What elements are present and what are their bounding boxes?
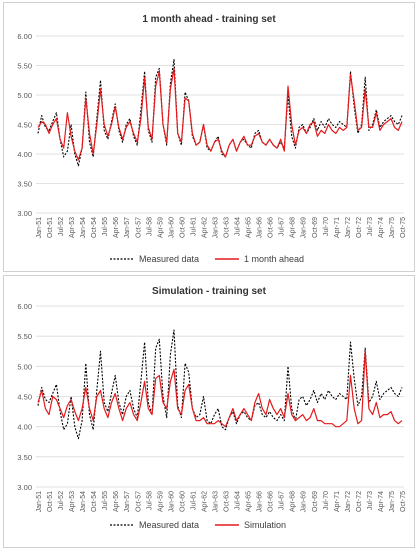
legend-label: Measured data (139, 520, 199, 530)
y-tick-label: 4.00 (17, 423, 32, 432)
x-tick-label: Jan-54 (80, 491, 87, 513)
chart-frame (3, 275, 415, 548)
x-tick-label: Jan-72 (345, 491, 352, 513)
x-tick-label: Jan-69 (301, 491, 308, 513)
x-tick-label: Oct-57 (135, 491, 142, 512)
x-tick-label: Jul-70 (323, 217, 330, 236)
x-tick-label: Jul-64 (235, 217, 242, 236)
y-tick-label: 5.50 (17, 332, 32, 341)
x-tick-label: Apr-71 (334, 217, 341, 238)
x-tick-label: Oct-60 (179, 491, 186, 512)
x-tick-label: Oct-54 (91, 217, 98, 238)
chart-panel-bottom: Simulation - training set 3.00 3.50 4.00 4.5… (3, 275, 415, 548)
x-tick-label: Jan-75 (389, 491, 396, 513)
x-tick-label: Jan-63 (212, 491, 219, 513)
x-tick-label: Apr-65 (246, 217, 253, 238)
y-tick-label: 4.50 (17, 393, 32, 402)
y-tick-label: 5.50 (17, 62, 32, 71)
x-tick-label: Apr-56 (113, 217, 120, 238)
x-tick-label: Jan-72 (345, 217, 352, 239)
x-tick-label: Oct-51 (47, 217, 54, 238)
x-tick-label: Jan-63 (212, 217, 219, 239)
x-tick-label: Jul-55 (102, 491, 109, 510)
x-tick-label: Jul-58 (146, 217, 153, 236)
x-tick-label: Oct-69 (312, 491, 319, 512)
x-tick-label: Oct-57 (135, 217, 142, 238)
x-tick-label: Oct-72 (356, 491, 363, 512)
chart-title: Simulation - training set (152, 286, 267, 297)
x-tick-label: Jul-73 (367, 217, 374, 236)
x-tick-label: Jan-51 (36, 217, 43, 239)
x-tick-label: Apr-62 (201, 491, 208, 512)
y-tick-label: 3.00 (17, 483, 32, 492)
y-tick-label: 5.00 (17, 362, 32, 371)
x-tick-label: Apr-56 (113, 491, 120, 512)
x-tick-label: Apr-53 (69, 217, 76, 238)
series-line-measured (37, 329, 403, 440)
x-tick-label: Oct-72 (356, 217, 363, 238)
legend-label: 1 month ahead (244, 254, 304, 264)
x-tick-label: Jul-70 (323, 491, 330, 510)
chart-title: 1 month ahead - training set (142, 14, 276, 25)
x-tick-label: Apr-74 (378, 217, 385, 238)
y-tick-label: 3.50 (17, 180, 32, 189)
series-line-model (37, 350, 403, 428)
y-tick-label: 3.50 (17, 453, 32, 462)
x-tick-label: Jan-66 (257, 491, 264, 513)
x-tick-label: Jul-67 (279, 217, 286, 236)
x-tick-label: Jul-58 (146, 491, 153, 510)
x-tick-label: Oct-75 (400, 217, 407, 238)
x-tick-label: Apr-59 (157, 491, 164, 512)
x-tick-label: Jul-52 (58, 491, 65, 510)
x-tick-label: Apr-68 (290, 491, 297, 512)
x-tick-label: Oct-54 (91, 491, 98, 512)
y-tick-label: 4.00 (17, 150, 32, 159)
x-tick-label: Oct-51 (47, 491, 54, 512)
x-tick-label: Jul-64 (235, 491, 242, 510)
x-tick-label: Jul-67 (279, 491, 286, 510)
x-tick-label: Apr-59 (157, 217, 164, 238)
x-tick-label: Jul-73 (367, 491, 374, 510)
x-tick-label: Apr-74 (378, 491, 385, 512)
x-tick-label: Jan-54 (80, 217, 87, 239)
x-tick-label: Oct-60 (179, 217, 186, 238)
x-tick-label: Jan-69 (301, 217, 308, 239)
y-tick-label: 5.00 (17, 91, 32, 100)
chart-frame (3, 2, 415, 272)
x-tick-label: Jan-57 (124, 491, 131, 513)
x-tick-label: Jul-61 (190, 217, 197, 236)
y-tick-label: 3.00 (17, 209, 32, 218)
x-tick-label: Jan-66 (257, 217, 264, 239)
x-tick-label: Apr-53 (69, 491, 76, 512)
x-tick-label: Oct-66 (268, 217, 275, 238)
y-tick-label: 6.00 (17, 32, 32, 41)
x-tick-label: Jan-60 (168, 491, 175, 513)
x-tick-label: Apr-62 (201, 217, 208, 238)
x-tick-label: Oct-75 (400, 491, 407, 512)
y-tick-label: 6.00 (17, 302, 32, 311)
x-tick-label: Jan-60 (168, 217, 175, 239)
series-line-model (37, 67, 403, 161)
x-tick-label: Apr-68 (290, 217, 297, 238)
x-tick-label: Jan-57 (124, 217, 131, 239)
y-tick-label: 4.50 (17, 121, 32, 130)
x-tick-label: Jul-61 (190, 491, 197, 510)
legend-label: Simulation (244, 520, 286, 530)
x-tick-label: Jan-51 (36, 491, 43, 513)
x-tick-label: Oct-63 (224, 491, 231, 512)
x-tick-label: Oct-69 (312, 217, 319, 238)
x-tick-label: Apr-71 (334, 491, 341, 512)
x-tick-label: Jul-55 (102, 217, 109, 236)
legend-label: Measured data (139, 254, 199, 264)
x-tick-label: Oct-63 (224, 217, 231, 238)
x-tick-label: Jan-75 (389, 217, 396, 239)
x-tick-label: Apr-65 (246, 491, 253, 512)
chart-panel-top: 1 month ahead - training set 3.00 3.50 4.00… (3, 2, 415, 272)
x-tick-label: Jul-52 (58, 217, 65, 236)
x-tick-label: Oct-66 (268, 491, 275, 512)
